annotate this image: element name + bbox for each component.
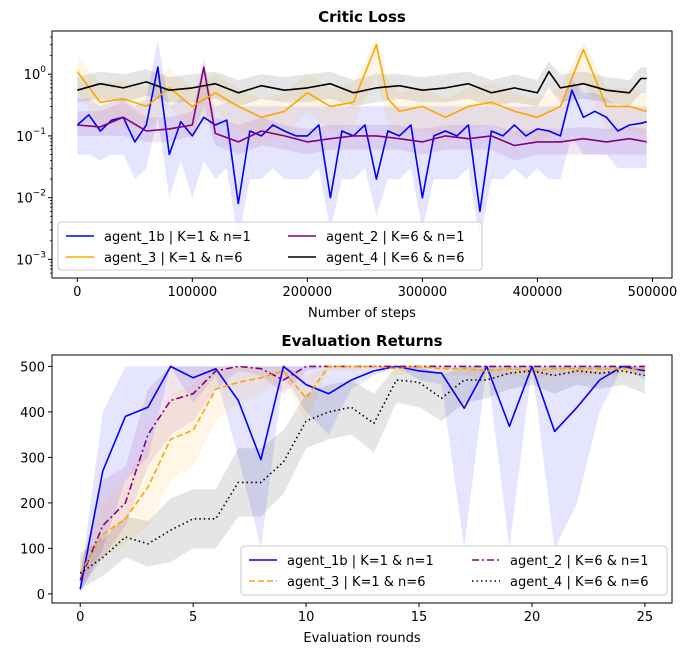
y-tick-label: 10−2 bbox=[16, 189, 46, 207]
legend-label-agent-4-k-6-n-6: agent_4 | K=6 & n=6 bbox=[510, 575, 648, 590]
legend-label-agent-2-k-6-n-1: agent_2 | K=6 & n=1 bbox=[510, 554, 648, 569]
p0-line-agent-3-k-1-n-6 bbox=[76, 43, 647, 119]
legend-label-agent-3-k-1-n-6: agent_3 | K=1 & n=6 bbox=[287, 575, 425, 590]
critic-loss-legend: agent_1b | K=1 & n=1 agent_2 | K=6 & n=1 a… bbox=[57, 221, 483, 271]
p0-line-agent-1b-k-1-n-1 bbox=[76, 66, 647, 213]
y-tick-label: 10−3 bbox=[16, 250, 46, 268]
x-tick-label: 25 bbox=[637, 610, 654, 625]
y-tick-label: 10−1 bbox=[16, 127, 46, 145]
y-tick-label: 500 bbox=[20, 360, 45, 375]
y-tick-label: 300 bbox=[20, 451, 45, 466]
y-tick-label: 0 bbox=[37, 588, 45, 603]
critic-loss-bands bbox=[77, 37, 647, 241]
x-tick-label: 400000 bbox=[513, 285, 563, 300]
evaluation-returns-panel: Evaluation Returns 0 5 10 15 20 25 0 100 200 300… bbox=[20, 332, 673, 646]
p1-band-agent-4-k-6-n-6 bbox=[80, 366, 645, 590]
y-tick-label: 400 bbox=[20, 406, 45, 421]
legend-box bbox=[240, 545, 668, 596]
critic-loss-y-ticks: 10−3 10−2 10−1 100 bbox=[16, 36, 52, 274]
legend-label-agent-1b-k-1-n-1: agent_1b | K=1 & n=1 bbox=[104, 230, 251, 245]
p1-line-agent-3-k-1-n-6 bbox=[79, 365, 645, 574]
x-tick-label: 500000 bbox=[628, 285, 678, 300]
evaluation-returns-y-ticks: 0 100 200 300 400 500 bbox=[20, 360, 52, 603]
legend-label-agent-4-k-6-n-6: agent_4 | K=6 & n=6 bbox=[326, 251, 464, 266]
p0-line-agent-2-k-6-n-1 bbox=[77, 66, 647, 147]
p1-band-agent-1b-k-1-n-1 bbox=[80, 366, 645, 594]
x-tick-label: 300000 bbox=[398, 285, 448, 300]
x-tick-label: 15 bbox=[411, 610, 428, 625]
x-tick-label: 200000 bbox=[283, 285, 333, 300]
p1-line-agent-4-k-6-n-6 bbox=[79, 370, 646, 575]
x-tick-label: 0 bbox=[76, 610, 84, 625]
x-tick-label: 20 bbox=[524, 610, 541, 625]
legend-label-agent-2-k-6-n-1: agent_2 | K=6 & n=1 bbox=[326, 230, 464, 245]
evaluation-returns-lines bbox=[79, 365, 646, 590]
x-tick-label: 10 bbox=[298, 610, 315, 625]
critic-loss-panel: Critic Loss 0 100000 200000 300000 400000 500… bbox=[16, 8, 677, 321]
critic-loss-x-label: Number of steps bbox=[308, 306, 416, 321]
y-tick-label: 200 bbox=[20, 497, 45, 512]
legend-label-agent-3-k-1-n-6: agent_3 | K=1 & n=6 bbox=[104, 251, 242, 266]
x-tick-label: 5 bbox=[189, 610, 197, 625]
evaluation-returns-bands bbox=[80, 366, 645, 594]
evaluation-returns-legend: agent_1b | K=1 & n=1 agent_2 | K=6 & n=1 a… bbox=[240, 545, 668, 596]
evaluation-returns-plot-frame bbox=[51, 354, 673, 604]
p0-band-agent-3-k-1-n-6 bbox=[77, 37, 647, 142]
y-tick-label: 100 bbox=[20, 542, 45, 557]
legend-label-agent-1b-k-1-n-1: agent_1b | K=1 & n=1 bbox=[287, 554, 434, 569]
evaluation-returns-title: Evaluation Returns bbox=[281, 332, 442, 350]
x-tick-label: 100000 bbox=[168, 285, 218, 300]
evaluation-returns-x-label: Evaluation rounds bbox=[303, 631, 420, 646]
p1-line-agent-2-k-6-n-1 bbox=[79, 365, 645, 581]
x-tick-label: 0 bbox=[73, 285, 81, 300]
critic-loss-x-ticks: 0 100000 200000 300000 400000 500000 bbox=[73, 278, 677, 300]
critic-loss-title: Critic Loss bbox=[318, 8, 406, 26]
p0-band-agent-1b-k-1-n-1 bbox=[77, 40, 647, 241]
critic-loss-lines bbox=[76, 43, 647, 213]
evaluation-returns-x-ticks: 0 5 10 15 20 25 bbox=[76, 603, 653, 625]
p1-line-agent-1b-k-1-n-1 bbox=[79, 365, 646, 590]
p0-line-agent-4-k-6-n-6 bbox=[77, 70, 647, 94]
y-tick-label: 100 bbox=[24, 65, 47, 83]
legend-box bbox=[57, 221, 483, 271]
